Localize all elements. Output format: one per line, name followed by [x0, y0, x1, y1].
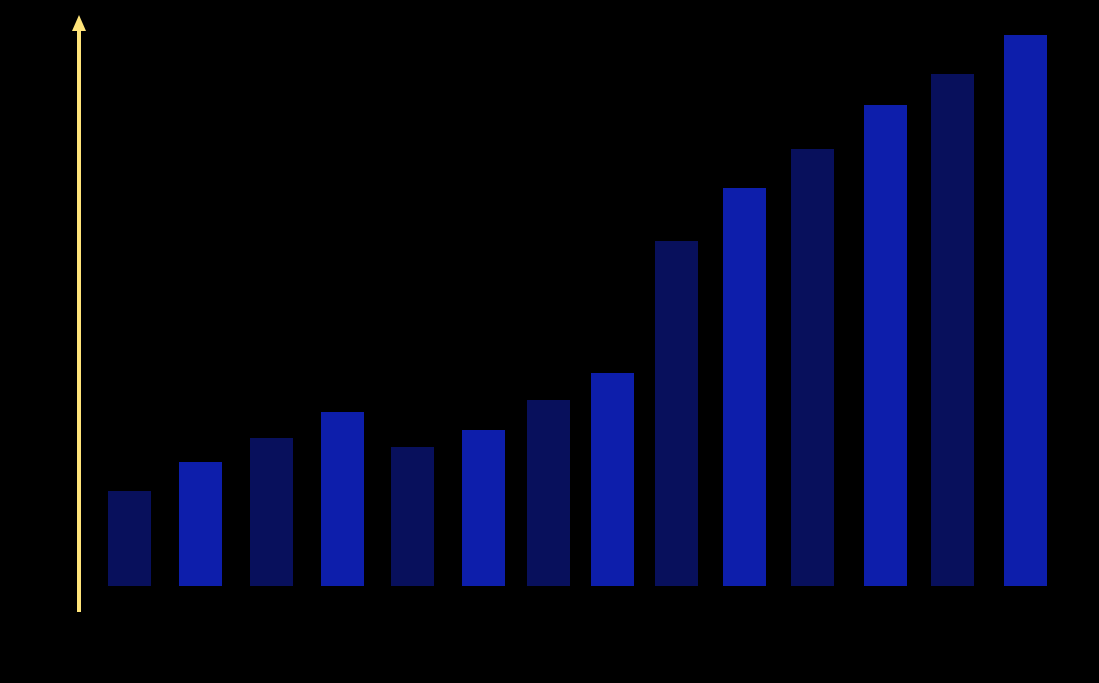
- bar-5: [391, 447, 434, 586]
- bar-3: [250, 438, 293, 586]
- bars-group: [108, 35, 1047, 586]
- bar-8: [591, 373, 634, 586]
- bar-7: [527, 400, 570, 586]
- bar-14: [1004, 35, 1047, 586]
- bar-4: [321, 412, 364, 586]
- bar-12: [864, 105, 907, 586]
- bar-10: [723, 188, 766, 586]
- bar-1: [108, 491, 151, 586]
- bar-9: [655, 241, 698, 586]
- bar-6: [462, 430, 505, 586]
- bar-13: [931, 74, 974, 586]
- y-axis-arrow-icon: [72, 15, 86, 31]
- bar-2: [179, 462, 222, 586]
- bar-11: [791, 149, 834, 586]
